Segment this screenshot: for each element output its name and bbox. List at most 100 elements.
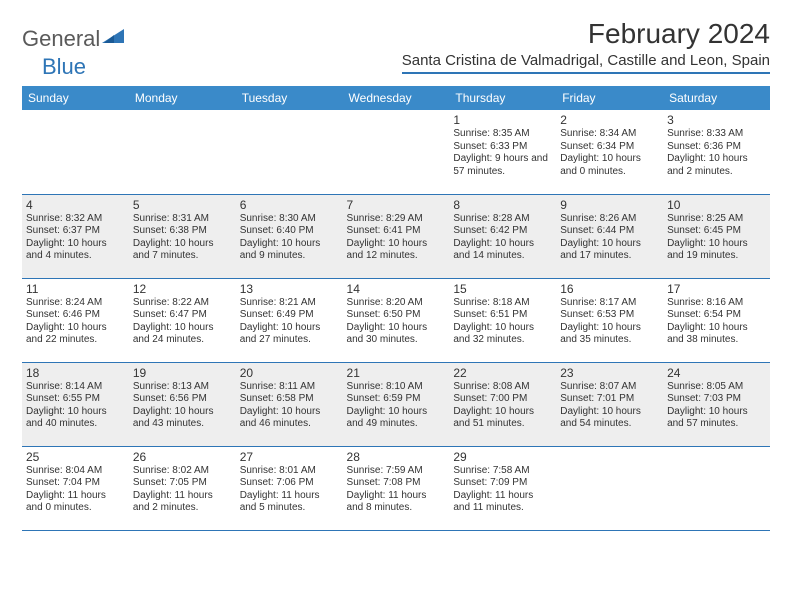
day-info: Sunrise: 8:21 AMSunset: 6:49 PMDaylight:… xyxy=(240,297,339,347)
day-cell: 18Sunrise: 8:14 AMSunset: 6:55 PMDayligh… xyxy=(22,362,129,446)
day-cell: 9Sunrise: 8:26 AMSunset: 6:44 PMDaylight… xyxy=(556,194,663,278)
day-cell: 26Sunrise: 8:02 AMSunset: 7:05 PMDayligh… xyxy=(129,446,236,530)
day-info: Sunrise: 8:11 AMSunset: 6:58 PMDaylight:… xyxy=(240,381,339,431)
day-info: Sunrise: 8:22 AMSunset: 6:47 PMDaylight:… xyxy=(133,297,232,347)
day-number: 15 xyxy=(453,282,552,296)
day-cell xyxy=(663,446,770,530)
weekday-thursday: Thursday xyxy=(449,86,556,110)
day-number: 2 xyxy=(560,113,659,127)
day-info: Sunrise: 8:30 AMSunset: 6:40 PMDaylight:… xyxy=(240,213,339,263)
day-info: Sunrise: 8:28 AMSunset: 6:42 PMDaylight:… xyxy=(453,213,552,263)
location: Santa Cristina de Valmadrigal, Castille … xyxy=(402,52,770,74)
day-info: Sunrise: 8:20 AMSunset: 6:50 PMDaylight:… xyxy=(347,297,446,347)
day-info: Sunrise: 8:16 AMSunset: 6:54 PMDaylight:… xyxy=(667,297,766,347)
day-number: 19 xyxy=(133,366,232,380)
day-info: Sunrise: 8:10 AMSunset: 6:59 PMDaylight:… xyxy=(347,381,446,431)
day-number: 24 xyxy=(667,366,766,380)
day-info: Sunrise: 8:25 AMSunset: 6:45 PMDaylight:… xyxy=(667,213,766,263)
day-number: 28 xyxy=(347,450,446,464)
day-number: 5 xyxy=(133,198,232,212)
calendar-table: SundayMondayTuesdayWednesdayThursdayFrid… xyxy=(22,86,770,531)
day-number: 20 xyxy=(240,366,339,380)
day-number: 17 xyxy=(667,282,766,296)
day-info: Sunrise: 8:13 AMSunset: 6:56 PMDaylight:… xyxy=(133,381,232,431)
day-info: Sunrise: 8:08 AMSunset: 7:00 PMDaylight:… xyxy=(453,381,552,431)
day-number: 4 xyxy=(26,198,125,212)
day-number: 13 xyxy=(240,282,339,296)
logo-text-2: Blue xyxy=(42,54,86,80)
day-cell: 3Sunrise: 8:33 AMSunset: 6:36 PMDaylight… xyxy=(663,110,770,194)
weekday-sunday: Sunday xyxy=(22,86,129,110)
day-info: Sunrise: 7:58 AMSunset: 7:09 PMDaylight:… xyxy=(453,465,552,515)
day-cell: 24Sunrise: 8:05 AMSunset: 7:03 PMDayligh… xyxy=(663,362,770,446)
day-number: 8 xyxy=(453,198,552,212)
day-cell: 15Sunrise: 8:18 AMSunset: 6:51 PMDayligh… xyxy=(449,278,556,362)
day-cell: 4Sunrise: 8:32 AMSunset: 6:37 PMDaylight… xyxy=(22,194,129,278)
day-number: 14 xyxy=(347,282,446,296)
week-row: 18Sunrise: 8:14 AMSunset: 6:55 PMDayligh… xyxy=(22,362,770,446)
day-info: Sunrise: 8:32 AMSunset: 6:37 PMDaylight:… xyxy=(26,213,125,263)
day-info: Sunrise: 8:26 AMSunset: 6:44 PMDaylight:… xyxy=(560,213,659,263)
day-number: 22 xyxy=(453,366,552,380)
day-number: 7 xyxy=(347,198,446,212)
day-cell: 6Sunrise: 8:30 AMSunset: 6:40 PMDaylight… xyxy=(236,194,343,278)
day-info: Sunrise: 8:34 AMSunset: 6:34 PMDaylight:… xyxy=(560,128,659,178)
day-number: 12 xyxy=(133,282,232,296)
day-number: 9 xyxy=(560,198,659,212)
calendar-head: SundayMondayTuesdayWednesdayThursdayFrid… xyxy=(22,86,770,110)
day-info: Sunrise: 7:59 AMSunset: 7:08 PMDaylight:… xyxy=(347,465,446,515)
day-cell: 22Sunrise: 8:08 AMSunset: 7:00 PMDayligh… xyxy=(449,362,556,446)
logo-text-1: General xyxy=(22,26,100,52)
weekday-row: SundayMondayTuesdayWednesdayThursdayFrid… xyxy=(22,86,770,110)
day-cell: 13Sunrise: 8:21 AMSunset: 6:49 PMDayligh… xyxy=(236,278,343,362)
day-info: Sunrise: 8:14 AMSunset: 6:55 PMDaylight:… xyxy=(26,381,125,431)
week-row: 11Sunrise: 8:24 AMSunset: 6:46 PMDayligh… xyxy=(22,278,770,362)
day-info: Sunrise: 8:29 AMSunset: 6:41 PMDaylight:… xyxy=(347,213,446,263)
week-row: 1Sunrise: 8:35 AMSunset: 6:33 PMDaylight… xyxy=(22,110,770,194)
day-number: 27 xyxy=(240,450,339,464)
day-info: Sunrise: 8:02 AMSunset: 7:05 PMDaylight:… xyxy=(133,465,232,515)
day-number: 29 xyxy=(453,450,552,464)
day-cell xyxy=(343,110,450,194)
day-cell: 19Sunrise: 8:13 AMSunset: 6:56 PMDayligh… xyxy=(129,362,236,446)
day-cell: 7Sunrise: 8:29 AMSunset: 6:41 PMDaylight… xyxy=(343,194,450,278)
week-row: 4Sunrise: 8:32 AMSunset: 6:37 PMDaylight… xyxy=(22,194,770,278)
day-cell: 29Sunrise: 7:58 AMSunset: 7:09 PMDayligh… xyxy=(449,446,556,530)
day-cell: 1Sunrise: 8:35 AMSunset: 6:33 PMDaylight… xyxy=(449,110,556,194)
weekday-monday: Monday xyxy=(129,86,236,110)
day-cell: 20Sunrise: 8:11 AMSunset: 6:58 PMDayligh… xyxy=(236,362,343,446)
day-info: Sunrise: 8:35 AMSunset: 6:33 PMDaylight:… xyxy=(453,128,552,178)
day-info: Sunrise: 8:17 AMSunset: 6:53 PMDaylight:… xyxy=(560,297,659,347)
day-info: Sunrise: 8:31 AMSunset: 6:38 PMDaylight:… xyxy=(133,213,232,263)
day-info: Sunrise: 8:24 AMSunset: 6:46 PMDaylight:… xyxy=(26,297,125,347)
day-info: Sunrise: 8:07 AMSunset: 7:01 PMDaylight:… xyxy=(560,381,659,431)
day-number: 21 xyxy=(347,366,446,380)
day-number: 6 xyxy=(240,198,339,212)
day-number: 10 xyxy=(667,198,766,212)
logo-triangle-icon xyxy=(102,27,124,48)
weekday-tuesday: Tuesday xyxy=(236,86,343,110)
day-number: 3 xyxy=(667,113,766,127)
day-number: 25 xyxy=(26,450,125,464)
day-number: 18 xyxy=(26,366,125,380)
day-number: 26 xyxy=(133,450,232,464)
day-info: Sunrise: 8:33 AMSunset: 6:36 PMDaylight:… xyxy=(667,128,766,178)
day-cell: 25Sunrise: 8:04 AMSunset: 7:04 PMDayligh… xyxy=(22,446,129,530)
weekday-saturday: Saturday xyxy=(663,86,770,110)
day-cell: 28Sunrise: 7:59 AMSunset: 7:08 PMDayligh… xyxy=(343,446,450,530)
day-info: Sunrise: 8:05 AMSunset: 7:03 PMDaylight:… xyxy=(667,381,766,431)
day-cell: 2Sunrise: 8:34 AMSunset: 6:34 PMDaylight… xyxy=(556,110,663,194)
day-cell: 16Sunrise: 8:17 AMSunset: 6:53 PMDayligh… xyxy=(556,278,663,362)
day-cell: 23Sunrise: 8:07 AMSunset: 7:01 PMDayligh… xyxy=(556,362,663,446)
day-cell xyxy=(129,110,236,194)
weekday-wednesday: Wednesday xyxy=(343,86,450,110)
day-cell: 14Sunrise: 8:20 AMSunset: 6:50 PMDayligh… xyxy=(343,278,450,362)
day-cell xyxy=(556,446,663,530)
day-number: 23 xyxy=(560,366,659,380)
week-row: 25Sunrise: 8:04 AMSunset: 7:04 PMDayligh… xyxy=(22,446,770,530)
weekday-friday: Friday xyxy=(556,86,663,110)
title-block: February 2024 Santa Cristina de Valmadri… xyxy=(402,18,770,74)
day-cell xyxy=(22,110,129,194)
day-number: 16 xyxy=(560,282,659,296)
day-info: Sunrise: 8:01 AMSunset: 7:06 PMDaylight:… xyxy=(240,465,339,515)
